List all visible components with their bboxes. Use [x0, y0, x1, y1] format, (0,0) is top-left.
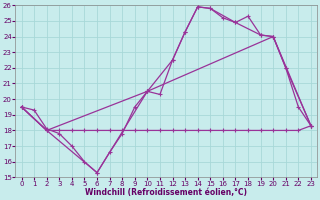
X-axis label: Windchill (Refroidissement éolien,°C): Windchill (Refroidissement éolien,°C): [85, 188, 247, 197]
